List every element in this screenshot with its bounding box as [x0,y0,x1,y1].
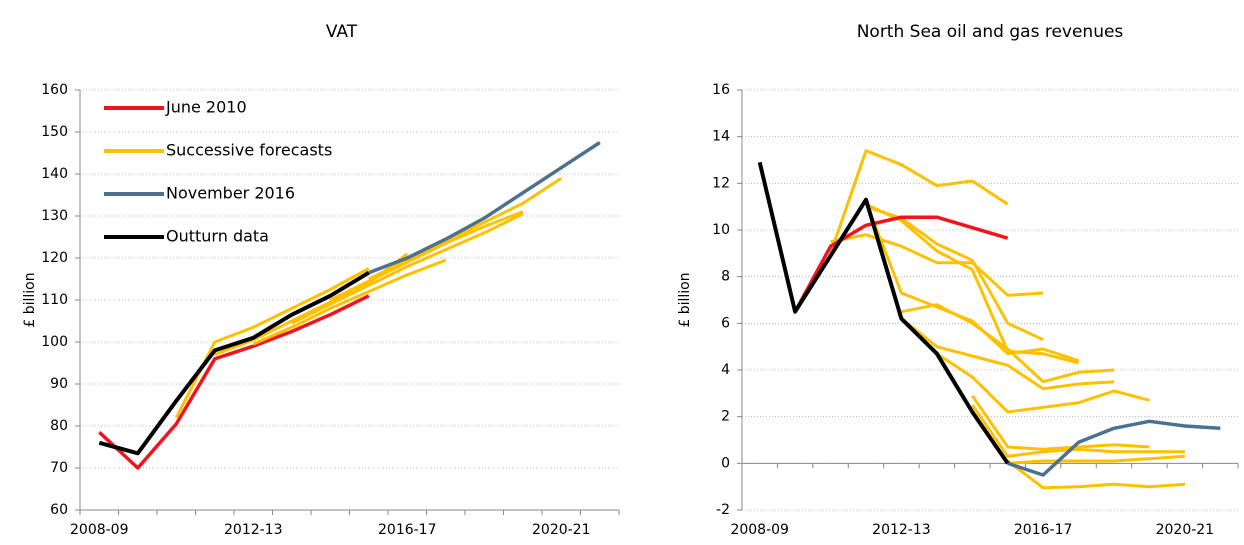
x-tick-label: 2020-21 [532,522,591,538]
series-line [865,202,1079,365]
y-tick-label: 4 [721,362,730,378]
series-line [368,141,601,275]
y-axis-label: £ billion [677,272,693,327]
y-tick-label: 140 [41,166,68,182]
y-tick-label: 8 [721,269,730,285]
x-tick-label: 2008-09 [730,522,789,538]
series-line [98,294,370,470]
y-tick-label: -2 [716,502,730,518]
legend-label: Successive forecasts [166,141,332,160]
x-tick-label: 2020-21 [1156,522,1215,538]
series-line [329,210,524,302]
y-tick-label: 160 [41,82,68,98]
series-line [971,404,1185,458]
legend-label: November 2016 [166,184,295,203]
y-tick-label: 90 [50,376,68,392]
series-line [830,233,1044,297]
y-tick-label: 16 [712,82,730,98]
x-tick-label: 2016-17 [378,522,437,538]
series-line [252,258,447,346]
y-tick-label: 12 [712,175,730,191]
y-tick-label: 130 [41,208,68,224]
legend-label: Outturn data [166,227,269,246]
x-tick-label: 2012-13 [224,522,283,538]
x-tick-label: 2012-13 [872,522,931,538]
series-line [368,176,563,281]
series-line [1007,419,1221,477]
series-line [971,394,1150,451]
y-tick-label: 120 [41,250,68,266]
y-tick-label: 0 [721,455,730,471]
series-line [829,149,1009,254]
y-tick-label: 6 [721,315,730,331]
series-line [98,270,370,456]
y-tick-label: 110 [41,292,68,308]
series-line [900,317,1115,391]
y-axis-label: £ billion [22,272,38,327]
y-tick-label: 10 [712,222,730,238]
series-line [291,212,524,325]
y-tick-label: 150 [41,124,68,140]
x-tick-label: 2016-17 [1014,522,1073,538]
y-tick-label: 60 [50,502,68,518]
y-tick-label: 2 [721,409,730,425]
series-line [936,352,1150,414]
y-tick-label: 14 [712,129,730,145]
chart-title: VAT [326,22,358,42]
chart-title: North Sea oil and gas revenues [857,22,1124,42]
series-line [757,161,1010,465]
y-tick-label: 80 [50,418,68,434]
y-tick-label: 70 [50,460,68,476]
x-tick-label: 2008-09 [70,522,129,538]
series-line [1006,459,1186,490]
series-line [793,215,1009,313]
legend-label: June 2010 [165,98,247,117]
series-line [901,303,1115,384]
series-line [1007,454,1186,465]
series-line [174,267,370,419]
series-line [864,201,1080,363]
y-tick-label: 100 [41,334,68,350]
